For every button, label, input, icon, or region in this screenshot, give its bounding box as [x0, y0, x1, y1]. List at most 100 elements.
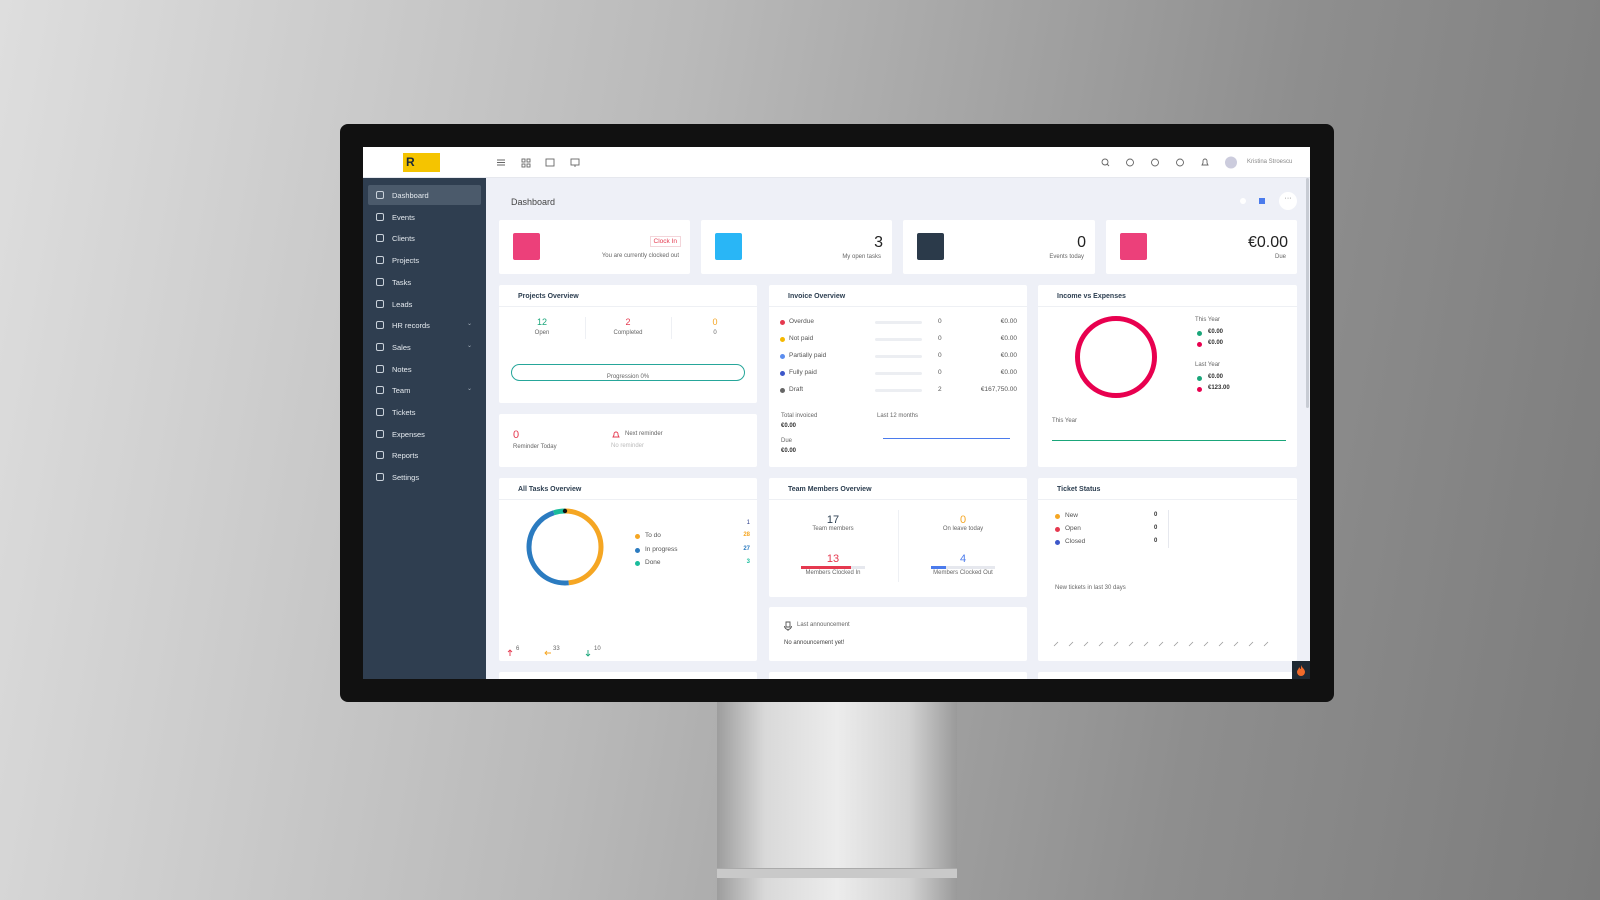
team-stat: 13 Members Clocked In — [773, 553, 893, 576]
card-title: Projects Overview — [518, 293, 579, 300]
stat-value: 0 — [712, 317, 718, 327]
card-title: All Tasks Overview — [518, 486, 582, 493]
chart-axis-ticks — [1053, 641, 1269, 647]
bar-track — [801, 566, 865, 569]
topbar-icons — [497, 156, 1237, 169]
tasks-card: All Tasks Overview 1 To do 28 In progress 2… — [499, 478, 757, 661]
nav-item[interactable]: Dashboard — [392, 191, 429, 200]
nav-icon — [376, 321, 384, 330]
legend-dot — [635, 547, 640, 553]
nav-item[interactable]: Sales — [392, 342, 411, 352]
clock-in-button[interactable]: Clock In — [649, 236, 681, 247]
stat-value: 2 — [625, 317, 631, 327]
stat-card: €0.00 Due — [1106, 220, 1297, 274]
nav-item[interactable]: Reports — [392, 451, 419, 461]
legend-count: 28 — [743, 532, 750, 538]
calendar-icon — [917, 233, 944, 260]
logo-text: R — [406, 155, 415, 169]
scrollbar — [1306, 178, 1309, 408]
topbar: R Kristina Stroescu — [363, 147, 1310, 178]
nav-item[interactable]: Tasks — [392, 277, 412, 287]
more-button[interactable]: ··· — [1279, 192, 1297, 210]
legend-dot — [1055, 540, 1060, 545]
row-count: 0 — [1154, 538, 1158, 544]
team-stat: 0 On leave today — [903, 514, 1023, 532]
legend-value: €0.00 — [1208, 374, 1224, 380]
next-reminder: Next reminder — [625, 431, 663, 437]
nav-item[interactable]: Events — [392, 212, 415, 222]
footer-icon — [507, 645, 515, 656]
legend-dot — [780, 320, 785, 325]
reminder-value: 0 — [513, 429, 520, 441]
stat-value: 13 — [826, 553, 840, 565]
user-name[interactable]: Kristina Stroescu — [1247, 159, 1293, 165]
reminder-card: 0 Reminder Today Next reminder No remind… — [499, 414, 757, 467]
legend-dot — [1055, 514, 1060, 519]
footer-icon — [585, 645, 593, 657]
legend-value: €0.00 — [1208, 329, 1224, 335]
divider — [585, 317, 586, 339]
income-ring — [1075, 316, 1157, 398]
nav-icon — [376, 342, 384, 351]
legend-dot — [780, 337, 785, 342]
separator — [769, 306, 1027, 307]
stat-value: 17 — [826, 514, 840, 526]
card-title: Ticket Status — [1057, 486, 1101, 493]
legend-name: Done — [645, 559, 661, 566]
logo: R — [403, 153, 440, 172]
row-count: 0 — [938, 318, 942, 325]
stat-card: 3 My open tasks — [701, 220, 892, 274]
card-title: Income vs Expenses — [1057, 293, 1126, 300]
help-badge[interactable] — [1292, 661, 1310, 679]
nav-item[interactable]: Leads — [392, 299, 413, 309]
nav-item[interactable]: Notes — [392, 364, 412, 374]
card-peek — [769, 672, 1027, 679]
chart-label: This Year — [1052, 418, 1078, 424]
row-bar — [875, 338, 922, 341]
legend-value: €0.00 — [1208, 340, 1224, 346]
announcement-title: Last announcement — [797, 622, 850, 628]
nav-item[interactable]: HR records — [392, 321, 430, 331]
donut-marker — [562, 508, 568, 514]
screen: Dashboard Events Clients Projects Tasks Leads… — [363, 147, 1310, 679]
nav-item[interactable]: Clients — [392, 234, 415, 244]
nav-item[interactable]: Projects — [392, 256, 420, 266]
page-title: Dashboard — [511, 197, 556, 207]
row-amount: €0.00 — [1000, 335, 1017, 342]
nav-item[interactable]: Team — [392, 386, 411, 396]
bar-fill — [931, 566, 946, 569]
row-name: Closed — [1065, 538, 1086, 545]
stat-card: Clock In You are currently clocked out — [499, 220, 690, 274]
row-amount: €0.00 — [1000, 369, 1017, 376]
stat-label: Team members — [812, 526, 854, 532]
sidebar: Dashboard Events Clients Projects Tasks Leads… — [363, 147, 486, 679]
nav-item[interactable]: Expenses — [392, 429, 425, 439]
card-title: Team Members Overview — [788, 486, 872, 493]
legend-dot — [780, 354, 785, 359]
projects-card: Projects Overview Progression 0% 12 Open 2… — [499, 285, 757, 403]
tasks-icon — [715, 233, 742, 260]
income-card: Income vs Expenses This Year Last Year T… — [1038, 285, 1297, 467]
legend-dot — [1197, 342, 1202, 347]
nav-icon — [376, 364, 384, 373]
chart-label: New tickets in last 30 days — [1055, 585, 1126, 591]
nav-item[interactable]: Settings — [392, 473, 420, 483]
footer-value: 33 — [553, 646, 560, 652]
mic-icon — [784, 621, 792, 631]
invoice-card: Invoice Overview Total invoiced €0.00 Du… — [769, 285, 1027, 467]
stat-label: You are currently clocked out — [601, 253, 679, 259]
legend-dot — [1197, 387, 1202, 392]
clock-icon — [513, 233, 540, 260]
nav-chevron: ⌄ — [467, 386, 473, 393]
legend-dot — [1055, 527, 1060, 532]
view-dot — [1240, 198, 1246, 204]
separator — [1038, 499, 1297, 500]
row-bar — [875, 372, 922, 375]
nav-item[interactable]: Tickets — [392, 408, 416, 417]
announcement-card: Last announcement No announcement yet! — [769, 607, 1027, 661]
chart-line — [1052, 440, 1286, 441]
top-count: 1 — [746, 520, 750, 526]
row-bar — [875, 389, 922, 392]
sidebar-active — [368, 185, 481, 205]
nav-icon — [376, 191, 384, 199]
